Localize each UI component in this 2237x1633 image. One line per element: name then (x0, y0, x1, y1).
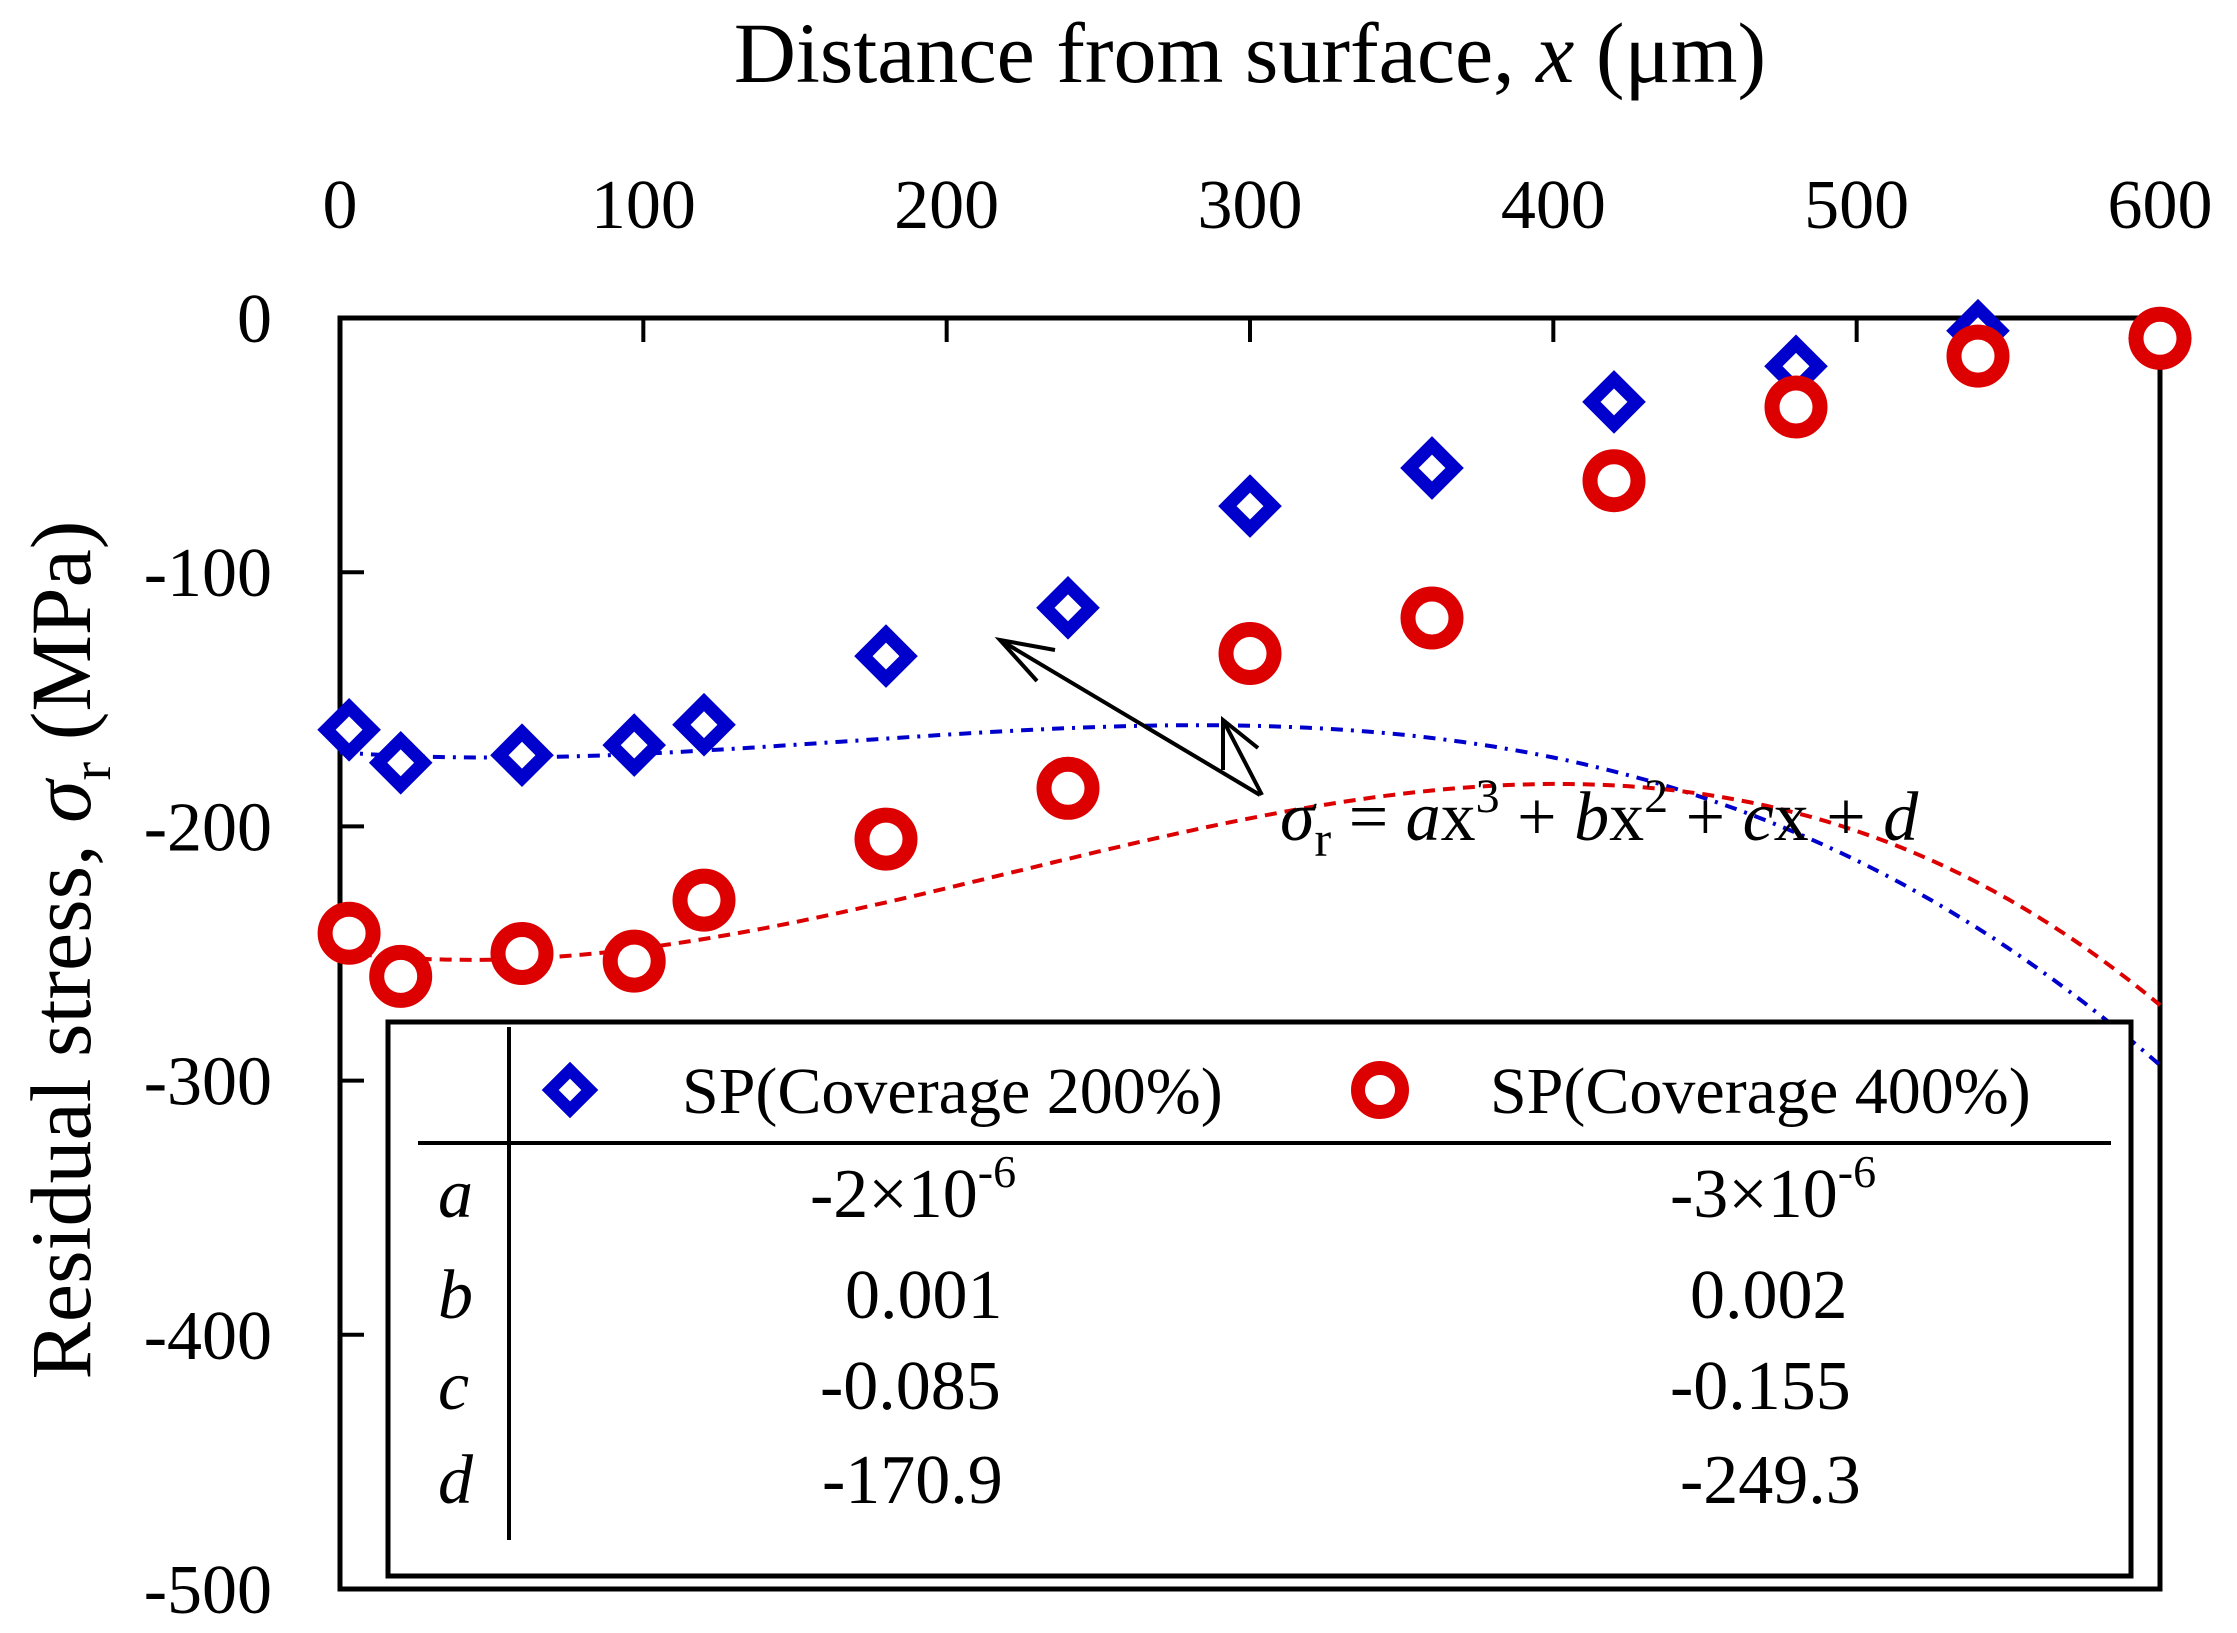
fit-equation: σr = ax3 + bx2 + cx + d (1280, 770, 1919, 867)
data-point-diamond (317, 697, 381, 762)
coef-b-200: 0.001 (845, 1257, 1003, 1334)
data-markers (317, 298, 2192, 1008)
legend-box (385, 1019, 2134, 1579)
arrow-to-400-fit (1221, 719, 1264, 796)
data-point-circle (1218, 622, 1282, 685)
x-tick-label: 300 (1198, 167, 1303, 244)
data-point-diamond (1400, 436, 1464, 500)
data-point-circle (854, 807, 918, 871)
x-tick-label: 200 (894, 167, 999, 244)
coef-c-200: -0.085 (820, 1348, 1001, 1425)
data-point-diamond (1036, 575, 1100, 640)
coef-a-200: -2×10-6 (810, 1146, 1016, 1233)
legend-label-200: SP(Coverage 200%) (682, 1055, 1223, 1128)
data-point-circle (317, 901, 381, 965)
coef-label-d: d (438, 1442, 474, 1519)
coef-d-400: -249.3 (1680, 1442, 1861, 1519)
x-tick-label: 600 (2108, 167, 2213, 244)
legend-label-400: SP(Coverage 400%) (1490, 1055, 2031, 1128)
data-point-circle (369, 944, 433, 1008)
y-tick-label: -300 (144, 1044, 272, 1121)
y-axis-ticks: 0 -100 -200 -300 -400 -500 (144, 281, 364, 1629)
legend-marker-diamond (541, 1061, 599, 1119)
data-point-diamond (854, 624, 918, 688)
y-tick-label: -500 (144, 1552, 272, 1629)
coef-label-a: a (438, 1156, 473, 1233)
x-axis-title: Distance from surface, x (μm) (734, 5, 1766, 101)
data-point-circle (2128, 306, 2192, 370)
data-point-circle (1582, 449, 1646, 513)
x-tick-label: 100 (591, 167, 696, 244)
data-point-circle (1764, 375, 1828, 439)
data-point-diamond (672, 692, 736, 757)
data-point-diamond (602, 713, 667, 777)
data-point-diamond (1218, 474, 1282, 538)
x-axis-ticks: 0 100 200 300 400 500 600 (323, 167, 2213, 342)
data-point-circle (602, 929, 666, 993)
coef-a-400: -3×10-6 (1670, 1146, 1876, 1233)
coef-d-200: -170.9 (822, 1442, 1003, 1519)
data-point-diamond (368, 730, 433, 795)
y-axis-title: Residual stress, σr (MPa) (13, 521, 123, 1380)
annotation-arrows (994, 636, 1264, 797)
data-point-diamond (490, 723, 554, 788)
data-point-circle (1036, 756, 1100, 820)
data-point-circle (1946, 324, 2010, 388)
arrow-head-200 (994, 636, 1056, 683)
data-point-circle (1400, 586, 1464, 650)
coef-label-c: c (438, 1348, 469, 1425)
arrow-to-200-fit (998, 638, 1262, 797)
y-tick-label: -100 (144, 535, 272, 612)
arrow-head-400 (1221, 715, 1260, 770)
data-point-diamond (1582, 370, 1646, 434)
coef-label-b: b (438, 1257, 473, 1334)
y-tick-label: -400 (144, 1298, 272, 1375)
x-tick-label: 400 (1501, 167, 1606, 244)
data-point-circle (672, 868, 736, 932)
legend-marker-circle (1351, 1061, 1409, 1119)
legend-table: SP(Coverage 200%) SP(Coverage 400%) a -2… (385, 1019, 2134, 1579)
coef-c-400: -0.155 (1670, 1348, 1851, 1425)
y-tick-label: -200 (144, 789, 272, 866)
coef-b-400: 0.002 (1690, 1257, 1848, 1334)
y-tick-label: 0 (237, 281, 272, 358)
x-tick-label: 0 (323, 167, 358, 244)
data-point-circle (490, 922, 554, 985)
x-tick-label: 500 (1804, 167, 1909, 244)
